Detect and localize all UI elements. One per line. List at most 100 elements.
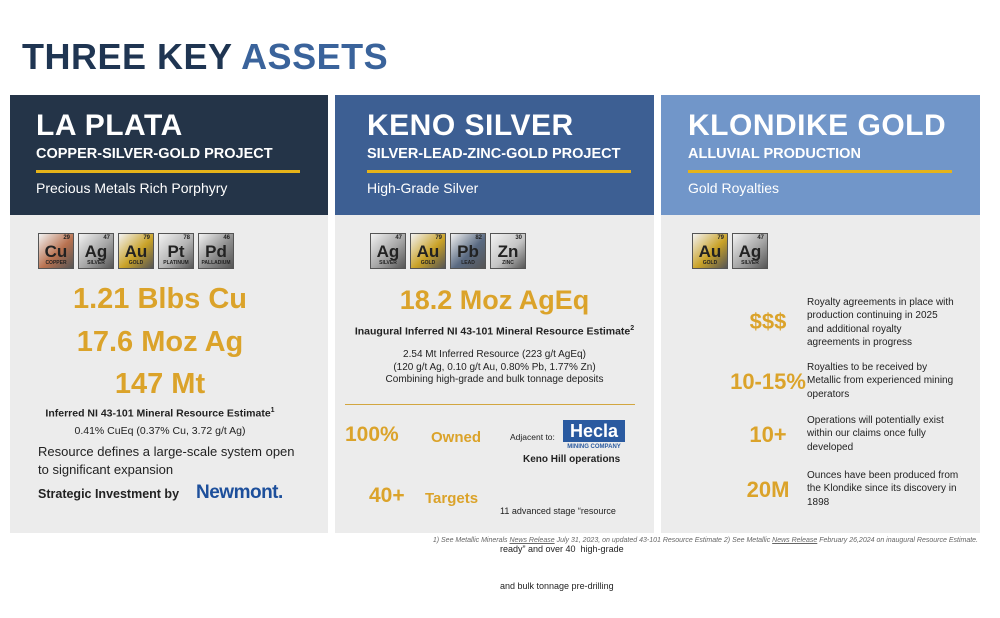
asset-name: KENO SILVER [367, 109, 574, 142]
ownership-label: Owned [431, 429, 482, 446]
column-header: LA PLATA COPPER-SILVER-GOLD PROJECT Prec… [10, 95, 328, 215]
title-accent: ASSETS [241, 36, 389, 77]
highlight: 17.6 Moz Ag [76, 326, 244, 358]
text-line: the Klondike since its discovery in [807, 483, 957, 495]
highlight: 1.21 Blbs Cu [72, 283, 248, 315]
targets-figure: 40+ [369, 484, 405, 507]
element-tile: 79 Au GOLD [118, 233, 154, 269]
adjacent-label: Adjacent to: [510, 432, 555, 442]
element-name: GOLD [702, 260, 718, 266]
atomic-number: 79 [435, 235, 442, 241]
atomic-number: 47 [103, 235, 110, 241]
detail: (120 g/t Ag, 0.10 g/t Au, 0.80% Pb, 1.77… [393, 362, 596, 373]
asset-tagline: Precious Metals Rich Porphyry [36, 180, 228, 196]
ownership-figure: 100% [345, 423, 399, 446]
element-symbol: Cu [44, 242, 68, 261]
page-title: THREE KEY ASSETS [22, 36, 388, 78]
element-symbol: Au [416, 242, 440, 261]
text-line: Operations will potentially exist [807, 415, 944, 426]
text-line: operators [807, 388, 850, 400]
element-tile: 29 Cu COPPER [38, 233, 74, 269]
element-tile: 79 Au GOLD [692, 233, 728, 269]
divider [36, 170, 300, 173]
fact-text: Royalties to be received by Metallic from… [807, 361, 953, 401]
element-tile: 78 Pt PLATINUM [158, 233, 194, 269]
targets-description: 11 advanced stage “resource ready” and o… [500, 480, 624, 618]
element-symbol: Pt [167, 242, 185, 261]
element-tile: 47 Ag SILVER [370, 233, 406, 269]
element-name: SILVER [379, 260, 397, 266]
estimate: Inferred NI 43-101 Mineral Resource Esti… [10, 407, 310, 420]
text-line: Metallic from experienced mining [807, 375, 954, 387]
hecla-logo-sub: MINING COMPANY [567, 444, 621, 450]
element-tile: 30 Zn ZINC [490, 233, 526, 269]
text-line: and additional royalty [807, 323, 902, 335]
element-name: COPPER [45, 260, 67, 266]
element-name: LEAD [461, 260, 475, 266]
fact-figure: 10+ [749, 422, 787, 447]
asset-tagline: High-Grade Silver [367, 180, 479, 196]
asset-subtitle: ALLUVIAL PRODUCTION [688, 146, 861, 162]
footnote-link[interactable]: News Release [509, 537, 555, 544]
footnote-text: 1) See Metallic Minerals [432, 537, 510, 544]
column-body: 1.21 Blbs Cu 17.6 Moz Ag 147 Mt Inferred… [10, 215, 328, 533]
fact-text: Operations will potentially exist within … [807, 414, 944, 454]
element-symbol: Pd [205, 242, 227, 261]
element-tile: 79 Au GOLD [410, 233, 446, 269]
element-name: PLATINUM [163, 260, 189, 266]
text-line: agreements in progress [807, 336, 913, 348]
atomic-number: 46 [223, 235, 230, 241]
element-name: SILVER [741, 260, 759, 266]
text-line: Ounces have been produced from [807, 470, 959, 481]
atomic-number: 29 [63, 235, 70, 241]
element-symbol: Au [124, 242, 148, 261]
investment-label: Strategic Investment by [38, 487, 180, 501]
element-tile: 47 Ag SILVER [78, 233, 114, 269]
asset-tagline: Gold Royalties [688, 180, 780, 196]
element-name: ZINC [502, 260, 514, 266]
text-line: production continuing in 2025 [807, 310, 938, 322]
divider [345, 404, 635, 405]
text-line: ready” and over 40 high-grade [500, 543, 624, 554]
highlight: 147 Mt [114, 368, 206, 400]
fact-figure: 20M [746, 477, 790, 502]
element-name: SILVER [87, 260, 105, 266]
text-line: 1898 [807, 496, 830, 508]
column-body: 18.2 Moz AgEq Inaugural Inferred NI 43-1… [335, 215, 654, 591]
element-symbol: Pb [457, 242, 479, 261]
atomic-number: 79 [143, 235, 150, 241]
column-header: KENO SILVER SILVER-LEAD-ZINC-GOLD PROJEC… [335, 95, 654, 215]
asset-subtitle: SILVER-LEAD-ZINC-GOLD PROJECT [367, 146, 621, 162]
element-tile: 46 Pd PALLADIUM [198, 233, 234, 269]
estimate-text: Inferred NI 43-101 Mineral Resource Esti… [45, 407, 271, 420]
element-tile: 82 Pb LEAD [450, 233, 486, 269]
targets-label: Targets [425, 490, 479, 507]
element-name: GOLD [420, 260, 436, 266]
highlight: 18.2 Moz AgEq [399, 285, 590, 315]
footnote-link[interactable]: News Release [772, 537, 818, 544]
text-line: developed [807, 441, 854, 453]
atomic-number: 47 [395, 235, 402, 241]
operation: Keno Hill operations [523, 454, 621, 465]
element-tile: 47 Ag SILVER [732, 233, 768, 269]
footnote-text: July 31, 2023, on updated 43-101 Resourc… [554, 537, 773, 544]
text-line: Royalties to be received by [807, 362, 928, 373]
description: to significant expansion [38, 462, 174, 477]
divider [367, 170, 631, 173]
slide: {"header": {"title_dark": "THREE KEY", "… [10, 36, 980, 591]
footnote-ref: 2 [630, 325, 635, 332]
fact-figure: 10-15% [730, 369, 806, 394]
asset-subtitle: COPPER-SILVER-GOLD PROJECT [36, 146, 273, 162]
element-name: PALLADIUM [201, 260, 231, 266]
newmont-logo: Newmont. [196, 482, 283, 503]
estimate: Inaugural Inferred NI 43-101 Mineral Res… [335, 325, 654, 338]
text-line: 11 advanced stage “resource [500, 506, 616, 516]
column-body: 79 Au GOLD 47 Ag SILVER $$$ Royalty agreements … [661, 215, 980, 533]
element-name: GOLD [128, 260, 144, 266]
atomic-number: 79 [717, 235, 724, 241]
estimate-text: Inaugural Inferred NI 43-101 Mineral Res… [354, 325, 631, 338]
footnote-text: February 26,2024 on inaugural Resource E… [817, 537, 978, 544]
title-dark: THREE KEY [22, 36, 232, 77]
text-line: Royalty agreements in place with [807, 297, 954, 308]
column-header: KLONDIKE GOLD ALLUVIAL PRODUCTION Gold R… [661, 95, 980, 215]
